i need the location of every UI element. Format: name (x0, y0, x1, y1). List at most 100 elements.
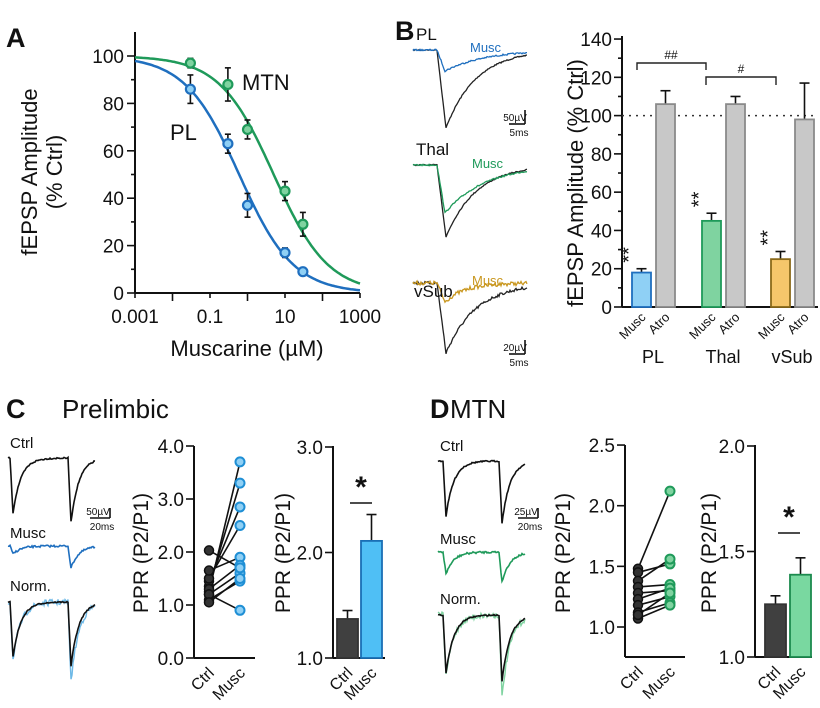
y-axis-label: PPR (P2/P1) (130, 493, 153, 613)
bar-tick-label: Musc (616, 309, 649, 342)
x-tick-label: 0.1 (197, 307, 223, 328)
trace-musc-pl (412, 48, 527, 73)
data-point-pl (297, 266, 309, 278)
trace-label-ctrl: Ctrl (440, 438, 463, 455)
trace-norm-musc (7, 598, 96, 680)
y-tick-label: 2.5 (589, 436, 615, 457)
group-label: vSub (771, 347, 812, 367)
trace-label-musc: Musc (440, 531, 476, 548)
trace-label-pl: PL (416, 25, 437, 44)
y-axis-label: PPR (P2/P1) (552, 493, 575, 613)
bar-musc (789, 573, 812, 658)
bar-vsub-atro (794, 118, 815, 308)
y-tick-label: 100 (92, 47, 124, 68)
y-tick-label: 40 (103, 189, 124, 210)
scale-bar-voltage: 20µV (503, 343, 527, 354)
bar-tick-label: Atro (715, 310, 742, 337)
scale-bar-voltage: 50µV (503, 113, 527, 124)
point-musc (234, 456, 246, 468)
y-tick-label: 3.0 (158, 490, 184, 511)
series-label-mtn: MTN (242, 70, 290, 95)
y-axis-label: fEPSP Amplitude (17, 88, 42, 255)
y-tick-label: 2.0 (158, 543, 184, 564)
significance-star: * (355, 471, 367, 504)
x-axis-label: Muscarine (µM) (170, 336, 323, 361)
y-tick-label: 1.5 (589, 557, 615, 578)
bar-tick-label: Musc (755, 309, 788, 342)
x-tick-label: 1000 (339, 307, 381, 328)
y-tick-label: 0 (601, 298, 612, 319)
trace-norm-ctrl (437, 613, 526, 682)
y-tick-label: 20 (103, 237, 124, 258)
musc-label-vsub: Musc (472, 273, 504, 288)
data-point-mtn (279, 185, 291, 197)
point-ctrl (203, 545, 215, 556)
y-axis-label: fEPSP Amplitude (% Ctrl) (563, 59, 588, 307)
point-ctrl (203, 597, 215, 608)
y-tick-label: 1.0 (158, 596, 184, 617)
trace-norm-ctrl (7, 600, 96, 667)
y-tick-label: 3.0 (297, 438, 323, 459)
y-axis-label: PPR (P2/P1) (272, 493, 295, 613)
y-tick-label: 60 (591, 183, 612, 204)
y-tick-label: 20 (591, 260, 612, 281)
data-point-pl (241, 199, 254, 211)
point-ctrl (632, 567, 644, 578)
data-point-pl (184, 83, 196, 95)
y-tick-label: 2.0 (719, 437, 745, 458)
y-tick-label: 140 (580, 30, 612, 51)
x-tick-label: Musc (210, 665, 249, 704)
y-tick-label: 1.5 (719, 543, 745, 564)
y-tick-label: 2.0 (589, 497, 615, 518)
point-musc (234, 562, 246, 574)
musc-label-thal: Musc (472, 156, 504, 171)
comparison-bracket (705, 76, 777, 85)
bar-tick-label: Musc (686, 309, 719, 342)
y-tick-label: 40 (591, 221, 612, 242)
y-tick-label: 2.0 (297, 544, 323, 565)
comparison-label: ## (664, 48, 678, 62)
bar-thal-musc (701, 219, 722, 308)
panel-label: D (430, 394, 450, 424)
data-point-mtn (297, 218, 309, 230)
trace-musc-vsub (412, 279, 528, 304)
x-tick-label: 0.001 (111, 307, 159, 328)
trace-norm-musc (437, 610, 526, 696)
x-tick-label: Musc (640, 664, 679, 703)
scale-bar-voltage: 25µV (514, 507, 538, 518)
point-musc (234, 477, 246, 489)
fit-curve-pl (134, 59, 361, 292)
pair-line (637, 604, 671, 620)
y-tick-label: 1.0 (589, 618, 615, 639)
data-point-mtn (241, 123, 254, 136)
point-ctrl (203, 565, 215, 576)
trace-label-ctrl: Ctrl (10, 435, 33, 452)
trace-label-norm: Norm. (440, 591, 481, 608)
pair-line (637, 490, 671, 570)
y-tick-label: 80 (591, 145, 612, 166)
point-musc (234, 604, 246, 616)
comparison-bracket (636, 62, 707, 70)
point-musc (664, 587, 676, 599)
panel-label: C (6, 394, 26, 424)
comparison-label: # (738, 62, 745, 76)
scale-bar-time: 20ms (90, 522, 114, 533)
data-point-pl (279, 247, 291, 259)
significance-stars: ** (758, 230, 780, 246)
trace-ctrl (437, 459, 526, 524)
y-tick-label: 80 (103, 94, 124, 115)
panel-title: MTN (450, 394, 506, 424)
pair-line (637, 563, 671, 574)
scale-bar-time: 5ms (510, 128, 529, 139)
significance-stars: ** (689, 191, 711, 207)
bar-musc (360, 539, 383, 659)
panel-label: A (6, 23, 26, 53)
data-point-pl (222, 138, 234, 150)
bar-pl-musc (631, 271, 652, 308)
trace-ctrl (7, 455, 96, 522)
y-tick-label: 1.0 (297, 649, 323, 670)
group-label: PL (642, 347, 664, 367)
y-tick-label: 4.0 (158, 437, 184, 458)
bar-thal-atro (725, 103, 746, 308)
trace-musc (437, 550, 526, 584)
